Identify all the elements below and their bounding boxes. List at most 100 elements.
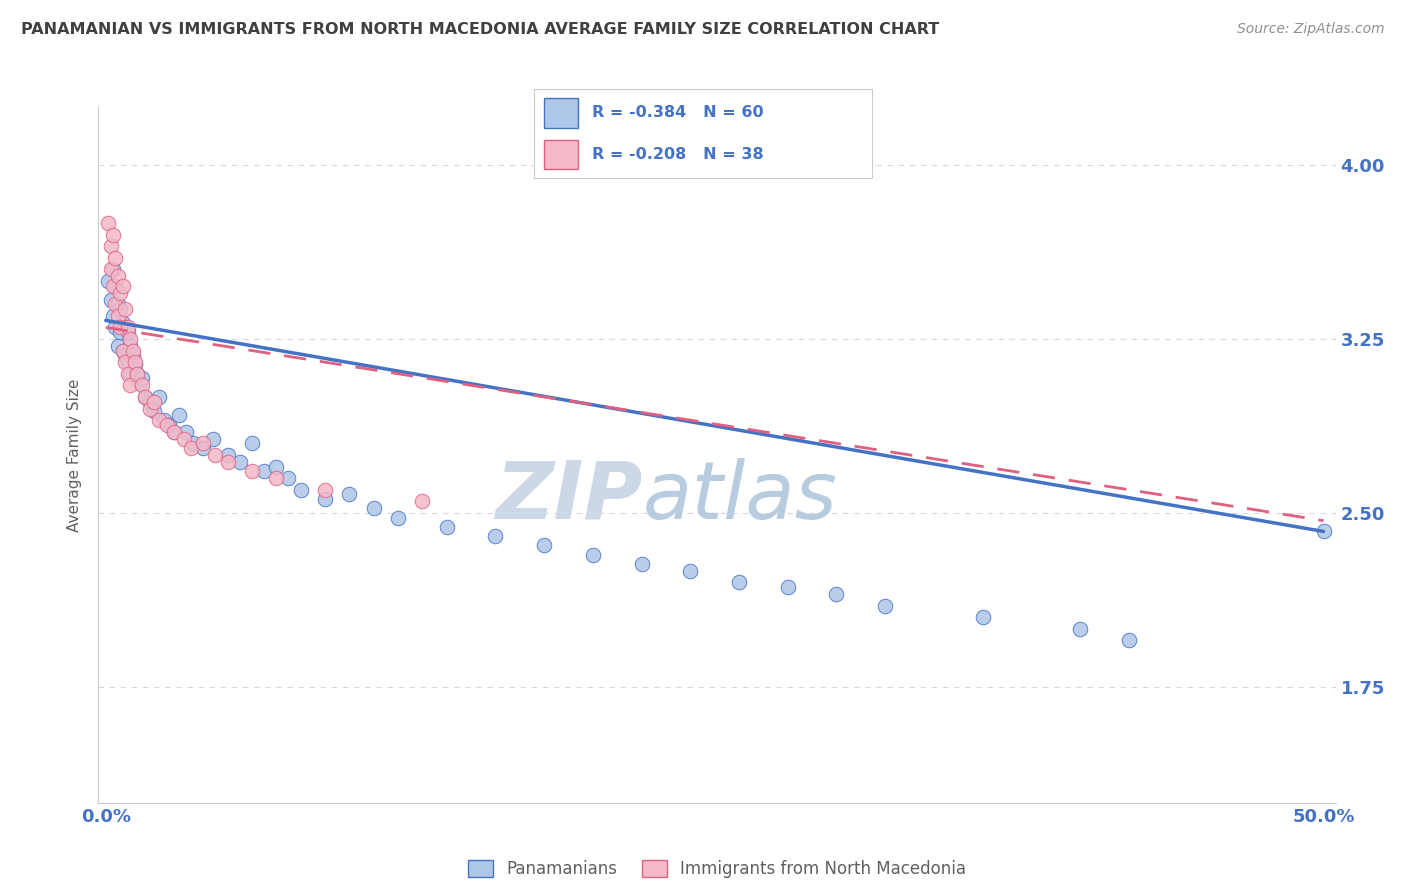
Point: [100, 293, 122, 307]
Point: [290, 483, 312, 497]
Point: [875, 599, 897, 613]
Point: [111, 343, 134, 358]
Point: [972, 610, 994, 624]
Point: [128, 376, 150, 390]
Point: [228, 455, 250, 469]
Point: [191, 441, 214, 455]
Point: [120, 367, 142, 381]
Point: [134, 390, 156, 404]
Point: [148, 390, 170, 404]
Point: [104, 297, 127, 311]
Point: [110, 301, 132, 316]
Point: [121, 343, 143, 358]
Point: [97, 274, 120, 288]
Point: [101, 262, 124, 277]
Point: [277, 471, 299, 485]
Point: [191, 436, 214, 450]
Y-axis label: Average Family Size: Average Family Size: [67, 378, 83, 532]
Point: [387, 510, 409, 524]
Point: [728, 575, 751, 590]
Point: [1118, 633, 1140, 648]
Point: [110, 325, 132, 339]
Point: [143, 404, 166, 418]
Point: [101, 227, 124, 242]
Text: PANAMANIAN VS IMMIGRANTS FROM NORTH MACEDONIA AVERAGE FAMILY SIZE CORRELATION CH: PANAMANIAN VS IMMIGRANTS FROM NORTH MACE…: [21, 22, 939, 37]
Point: [825, 587, 848, 601]
Point: [97, 216, 120, 230]
Point: [630, 557, 652, 571]
Point: [120, 339, 142, 353]
Point: [114, 355, 136, 369]
Point: [314, 491, 336, 506]
Text: ZIP: ZIP: [495, 458, 643, 536]
Point: [1069, 622, 1091, 636]
Point: [163, 425, 186, 439]
Point: [174, 425, 197, 439]
Point: [114, 348, 136, 362]
Point: [114, 320, 136, 334]
Point: [167, 409, 190, 423]
Point: [411, 494, 433, 508]
Point: [100, 239, 122, 253]
Text: Source: ZipAtlas.com: Source: ZipAtlas.com: [1237, 22, 1385, 37]
Point: [337, 487, 360, 501]
Point: [111, 316, 134, 330]
Point: [120, 378, 142, 392]
Point: [111, 343, 134, 358]
Point: [117, 325, 139, 339]
Point: [776, 580, 799, 594]
Point: [314, 483, 336, 497]
Text: R = -0.384   N = 60: R = -0.384 N = 60: [592, 105, 763, 120]
Point: [582, 548, 605, 562]
Point: [104, 320, 127, 334]
Point: [217, 448, 239, 462]
Point: [363, 501, 385, 516]
Point: [104, 278, 127, 293]
Point: [111, 278, 134, 293]
Point: [124, 358, 146, 372]
Point: [436, 520, 458, 534]
Point: [120, 332, 142, 346]
Point: [157, 417, 180, 432]
FancyBboxPatch shape: [544, 98, 578, 128]
Point: [110, 285, 132, 300]
Point: [117, 320, 139, 334]
Point: [180, 441, 202, 455]
Point: [201, 432, 224, 446]
Point: [217, 455, 239, 469]
Point: [107, 309, 129, 323]
Text: atlas: atlas: [643, 458, 838, 536]
Point: [153, 413, 176, 427]
Point: [117, 367, 139, 381]
Point: [138, 401, 160, 416]
Point: [127, 367, 149, 381]
Legend: Panamanians, Immigrants from North Macedonia: Panamanians, Immigrants from North Maced…: [461, 854, 973, 885]
Point: [183, 436, 205, 450]
Point: [533, 538, 555, 552]
Point: [101, 278, 124, 293]
Point: [121, 348, 143, 362]
Point: [124, 355, 146, 369]
Point: [131, 371, 153, 385]
Point: [204, 448, 226, 462]
Text: R = -0.208   N = 38: R = -0.208 N = 38: [592, 147, 763, 161]
FancyBboxPatch shape: [544, 140, 578, 169]
Point: [156, 417, 179, 432]
Point: [264, 471, 287, 485]
Point: [101, 309, 124, 323]
Point: [107, 339, 129, 353]
Point: [134, 390, 156, 404]
Point: [143, 394, 166, 409]
Point: [264, 459, 287, 474]
Point: [173, 432, 195, 446]
Point: [679, 564, 702, 578]
Point: [127, 367, 149, 381]
Point: [107, 269, 129, 284]
Point: [138, 394, 160, 409]
Point: [240, 436, 263, 450]
Point: [110, 320, 132, 334]
Point: [163, 425, 186, 439]
Point: [114, 301, 136, 316]
Point: [148, 413, 170, 427]
Point: [131, 378, 153, 392]
